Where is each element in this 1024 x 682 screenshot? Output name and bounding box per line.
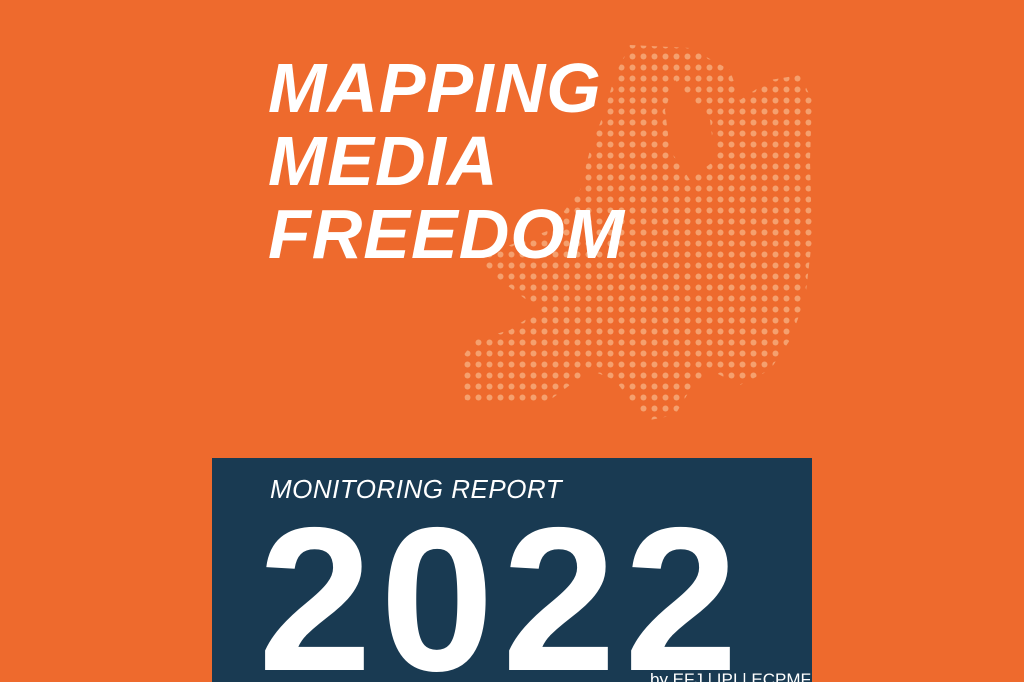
title-line-1: MAPPING <box>268 49 602 127</box>
report-subtitle: MONITORING REPORT <box>270 474 563 504</box>
report-year: 2022 <box>258 485 747 682</box>
title-line-3: FREEDOM <box>268 195 625 273</box>
byline: by EFJ | IPI | ECPMF <box>650 670 811 682</box>
report-title: MAPPING MEDIA FREEDOM <box>268 52 625 271</box>
title-line-2: MEDIA <box>268 122 499 200</box>
report-panel: MONITORING REPORT 2022 by EFJ | IPI | EC… <box>212 458 812 682</box>
dotted-europe-map-icon <box>460 45 812 420</box>
